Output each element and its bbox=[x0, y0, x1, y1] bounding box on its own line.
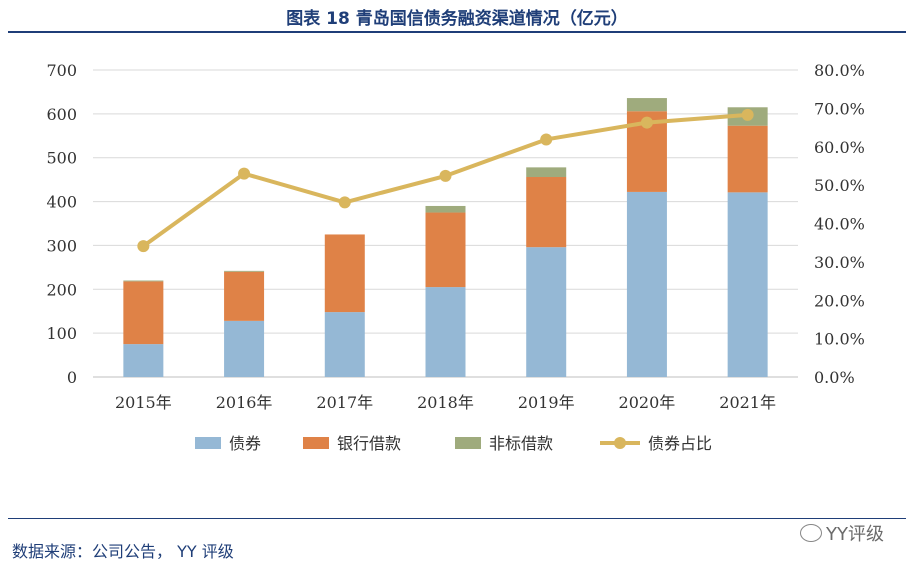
series-point-债券占比 bbox=[238, 167, 251, 180]
x-tick-label: 2017年 bbox=[316, 393, 373, 412]
legend-label: 银行借款 bbox=[337, 434, 401, 453]
bar-segment-4-非标借款 bbox=[526, 167, 567, 178]
series-point-债券占比 bbox=[640, 116, 653, 129]
stacked-bar-line-chart: 0 100 200 300 400 500 600 700 0.0% 10.0% 20.0% 30.0… bbox=[46, 61, 865, 453]
bar-segment-1-银行借款 bbox=[224, 271, 265, 321]
y-left-tick-label: 700 bbox=[46, 61, 77, 80]
y-left-tick-label: 0 bbox=[67, 368, 77, 387]
y-right-tick-label: 70.0% bbox=[814, 99, 865, 118]
legend-label: 债券占比 bbox=[648, 434, 712, 453]
bar-segment-6-银行借款 bbox=[727, 125, 768, 193]
wechat-icon bbox=[800, 524, 822, 542]
legend-swatch-非标借款 bbox=[455, 437, 481, 449]
top-rule bbox=[8, 31, 906, 33]
x-tick-label: 2019年 bbox=[518, 393, 575, 412]
watermark-text: YY评级 bbox=[826, 524, 884, 545]
x-tick-label: 2016年 bbox=[216, 393, 273, 412]
x-tick-label: 2021年 bbox=[719, 393, 776, 412]
source-note: 数据来源：公司公告， YY 评级 bbox=[12, 542, 234, 561]
series-point-债券占比 bbox=[137, 240, 150, 253]
bar-segment-3-债券 bbox=[425, 287, 466, 377]
bar-segment-3-银行借款 bbox=[425, 212, 466, 288]
y-right-tick-label: 50.0% bbox=[814, 176, 865, 195]
bar-segment-0-债券 bbox=[123, 344, 164, 377]
y-right-tick-label: 40.0% bbox=[814, 215, 865, 234]
bar-segment-0-银行借款 bbox=[123, 281, 164, 345]
series-point-债券占比 bbox=[741, 108, 754, 121]
legend-swatch-银行借款 bbox=[303, 437, 329, 449]
legend-swatch-债券 bbox=[195, 437, 221, 449]
bar-segment-1-非标借款 bbox=[224, 270, 265, 272]
legend-marker-债券占比 bbox=[614, 437, 626, 449]
chart-title: 图表 18 青岛国信债务融资渠道情况（亿元） bbox=[286, 9, 628, 29]
series-point-债券占比 bbox=[540, 133, 553, 146]
series-point-债券占比 bbox=[439, 169, 452, 182]
y-right-tick-label: 60.0% bbox=[814, 138, 865, 157]
series-point-债券占比 bbox=[338, 196, 351, 209]
legend-label: 债券 bbox=[229, 434, 261, 453]
y-left-tick-label: 300 bbox=[46, 236, 77, 255]
y-left-tick-label: 500 bbox=[46, 149, 77, 168]
legend-label: 非标借款 bbox=[489, 434, 553, 453]
watermark: YY评级 bbox=[800, 520, 884, 546]
x-tick-label: 2018年 bbox=[417, 393, 474, 412]
y-right-tick-label: 20.0% bbox=[814, 291, 865, 310]
bar-segment-5-非标借款 bbox=[626, 98, 667, 112]
y-left-tick-label: 200 bbox=[46, 280, 77, 299]
y-right-tick-label: 0.0% bbox=[814, 368, 855, 387]
x-tick-label: 2020年 bbox=[619, 393, 676, 412]
x-tick-label: 2015年 bbox=[115, 393, 172, 412]
bar-segment-5-债券 bbox=[626, 191, 667, 377]
bottom-rule bbox=[8, 518, 906, 519]
bar-segment-2-银行借款 bbox=[324, 234, 365, 313]
bar-segment-1-债券 bbox=[224, 320, 265, 377]
y-right-tick-label: 30.0% bbox=[814, 253, 865, 272]
bar-segment-4-债券 bbox=[526, 247, 567, 377]
bar-segment-6-债券 bbox=[727, 192, 768, 377]
y-right-tick-label: 10.0% bbox=[814, 330, 865, 349]
y-right-tick-label: 80.0% bbox=[814, 61, 865, 80]
bar-segment-0-非标借款 bbox=[123, 280, 164, 282]
y-left-tick-label: 400 bbox=[46, 193, 77, 212]
bar-segment-4-银行借款 bbox=[526, 177, 567, 248]
bar-segment-3-非标借款 bbox=[425, 205, 466, 213]
bar-segment-2-债券 bbox=[324, 312, 365, 377]
y-left-tick-label: 100 bbox=[46, 324, 77, 343]
y-left-tick-label: 600 bbox=[46, 105, 77, 124]
